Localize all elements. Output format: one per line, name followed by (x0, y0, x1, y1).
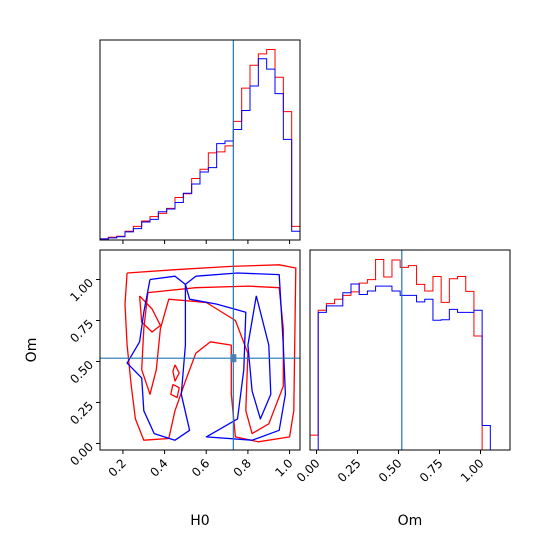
ytick-label-om-main-2: 0.50 (67, 358, 96, 387)
ytick-label-om-main-0: 0.00 (67, 440, 96, 469)
hist-om-blue-series (310, 283, 507, 450)
contour-red-1 (141, 285, 284, 435)
ylabel-om: Om (24, 338, 40, 363)
xtick-label-om-hist-0: 0.00 (294, 456, 323, 485)
xtick-label-h0-main-2: 0.6 (189, 456, 212, 479)
frame-om (309, 249, 511, 451)
xlabel-om: Om (398, 513, 423, 529)
frame-h0 (99, 39, 301, 241)
hist-h0-group (100, 49, 300, 240)
xtick-label-h0-main-4: 1.0 (272, 456, 295, 479)
xtick-label-om-hist-4: 1.00 (458, 456, 487, 485)
contour-group (124, 264, 297, 443)
hist-om-group (310, 259, 507, 450)
plot-marks (100, 40, 507, 450)
contour-red-2 (138, 295, 162, 333)
ytick-label-om-main-3: 0.75 (67, 317, 96, 346)
frame-main (99, 249, 301, 451)
hist-om-red-series (310, 259, 507, 450)
contour-blue-5 (126, 275, 191, 441)
ytick-label-om-main-1: 0.25 (67, 399, 96, 428)
truth-marker (230, 354, 237, 363)
axes-frames (96, 39, 511, 454)
xtick-label-om-hist-3: 0.75 (417, 456, 446, 485)
hist-h0-red-series (100, 49, 300, 240)
contour-red-3 (170, 383, 180, 399)
contour-red-4 (172, 364, 180, 382)
xtick-label-h0-main-3: 0.8 (231, 456, 254, 479)
xtick-label-h0-main-1: 0.4 (147, 456, 170, 479)
contour-blue-6 (184, 272, 287, 441)
xtick-label-om-hist-2: 0.50 (376, 456, 405, 485)
xtick-label-h0-main-0: 0.2 (106, 456, 129, 479)
xlabel-h0: H0 (190, 513, 209, 529)
xtick-label-om-hist-1: 0.25 (335, 456, 364, 485)
ytick-label-om-main-4: 1.00 (67, 276, 96, 305)
contour-red-0 (124, 264, 297, 443)
contour-blue-7 (247, 295, 272, 420)
hist-h0-blue-series (100, 58, 300, 240)
